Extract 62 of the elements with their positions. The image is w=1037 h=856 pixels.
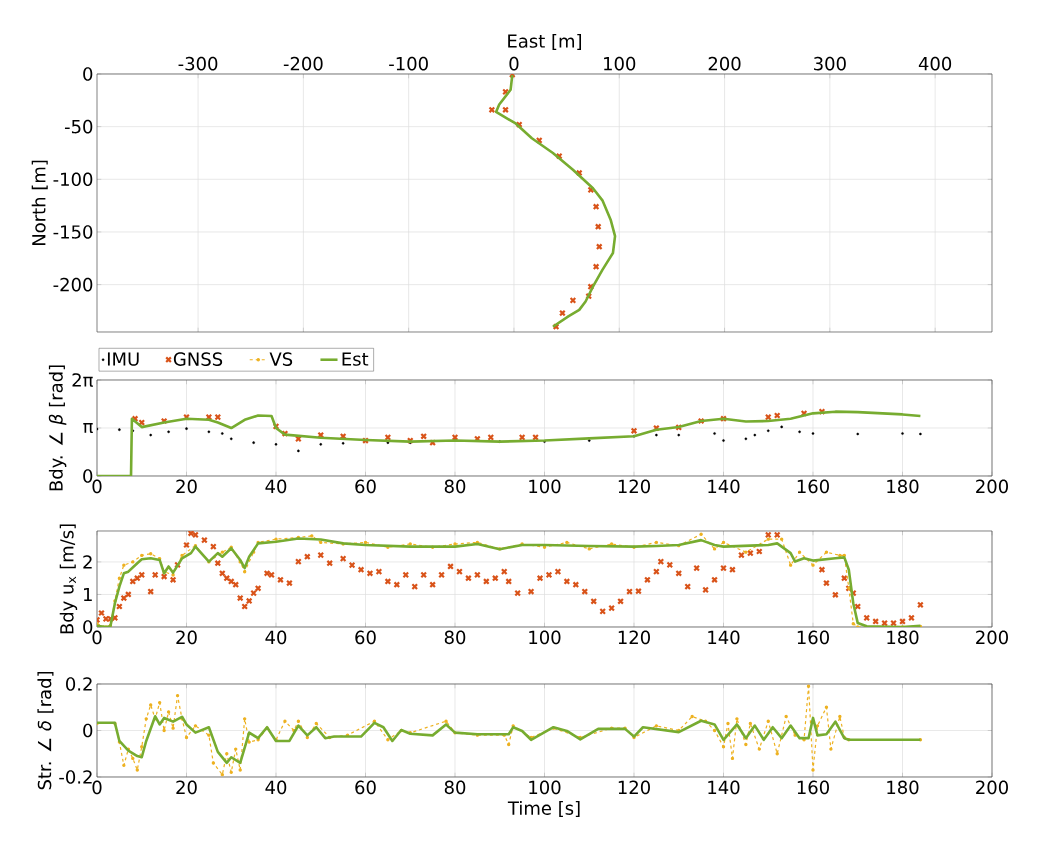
x-tick-label: -200 <box>283 56 323 71</box>
y-axis-title: Bdy u$_{x}$ [m/s] <box>59 524 78 634</box>
x-axis-title: East [m] <box>508 33 581 50</box>
y-tick-label: 0 <box>83 469 93 483</box>
x-tick-label: 60 <box>355 780 376 795</box>
legend-label: Est <box>342 352 369 366</box>
x-tick-label: 40 <box>265 780 287 795</box>
x-tick-label: 40 <box>265 630 287 645</box>
x-tick-label: 200 <box>976 479 1008 494</box>
x-tick-label: 160 <box>797 479 829 494</box>
y-tick-label: 0 <box>83 723 93 738</box>
y-tick-label: -200 <box>53 277 93 292</box>
x-tick-label: -300 <box>178 56 218 71</box>
x-tick-label: 20 <box>176 479 197 494</box>
x-tick-label: -100 <box>389 56 428 71</box>
x-tick-label: 200 <box>976 780 1008 795</box>
legend-label: IMU <box>107 352 139 366</box>
x-tick-label: 120 <box>618 479 650 494</box>
y-tick-label: π <box>83 422 93 434</box>
text: VS <box>269 352 293 366</box>
x-tick-label: 160 <box>797 630 829 645</box>
y-tick-label: 0.2 <box>66 677 92 691</box>
x-tick-label: 160 <box>797 780 829 795</box>
y-tick-label: 0 <box>83 620 93 634</box>
x-tick-label: 180 <box>887 479 919 494</box>
x-tick-label: 200 <box>708 56 741 71</box>
x-tick-label: 100 <box>529 630 561 645</box>
x-tick-label: 100 <box>529 780 561 795</box>
y-tick-label: -100 <box>53 172 93 187</box>
x-tick-label: 140 <box>708 479 740 494</box>
y-tick-label: 2π <box>72 373 93 387</box>
y-axis-title: Str. ∠ δ [rad] <box>37 672 54 790</box>
y-axis-title: North [m] <box>31 160 48 246</box>
x-tick-label: 20 <box>176 780 197 795</box>
x-tick-label: 140 <box>708 780 740 795</box>
legend-label: GNSS <box>173 352 223 366</box>
x-tick-label: 80 <box>444 780 466 795</box>
x-tick-label: 60 <box>355 479 376 494</box>
y-tick-label: -0.2 <box>59 770 92 784</box>
x-tick-label: 80 <box>444 630 466 645</box>
x-tick-label: 180 <box>887 780 919 795</box>
x-tick-label: 180 <box>887 630 919 645</box>
x-tick-label: 20 <box>176 630 197 645</box>
y-tick-label: 2 <box>83 555 92 569</box>
x-tick-label: 120 <box>618 630 650 645</box>
x-axis-title: Time [s] <box>507 801 580 818</box>
y-tick-label: -150 <box>53 225 93 239</box>
x-tick-label: 300 <box>814 56 846 71</box>
x-tick-label: 140 <box>708 630 740 645</box>
x-tick-label: 100 <box>529 479 561 494</box>
y-tick-label: 0 <box>83 67 93 81</box>
x-tick-label: 80 <box>444 479 466 494</box>
x-tick-label: 200 <box>976 630 1008 645</box>
y-tick-label: 1 <box>84 587 92 602</box>
x-tick-label: 60 <box>355 630 376 645</box>
x-tick-label: 120 <box>618 780 650 795</box>
y-axis-title: Bdy. ∠ β [rad] <box>48 365 67 491</box>
x-tick-label: 0 <box>509 56 519 71</box>
y-tick-label: -50 <box>64 119 93 134</box>
x-tick-label: 100 <box>604 56 636 71</box>
x-tick-label: 40 <box>265 479 287 494</box>
x-tick-label: 400 <box>918 56 952 71</box>
